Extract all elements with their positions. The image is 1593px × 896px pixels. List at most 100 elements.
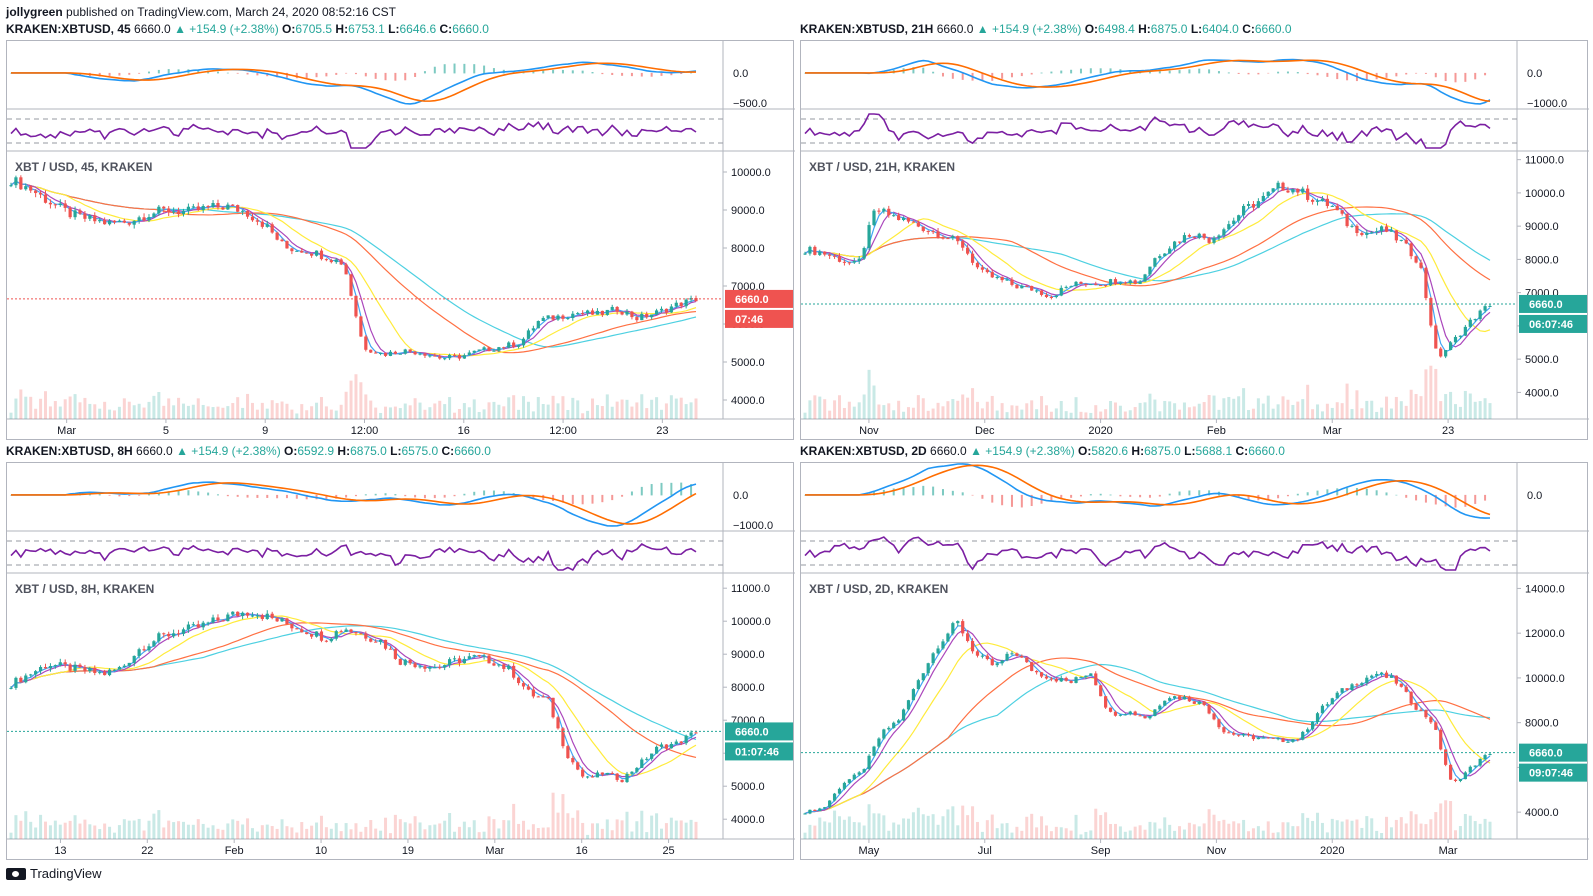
candle (576, 762, 580, 770)
chart-panel-21h[interactable]: 4000.05000.06000.07000.08000.09000.01000… (800, 40, 1589, 441)
volume-bar (1168, 401, 1172, 419)
macd-histogram-bar (414, 72, 417, 77)
chart-svg-2d[interactable]: 4000.06000.08000.010000.012000.014000.06… (801, 463, 1589, 861)
candle (1409, 243, 1413, 257)
volume-bar (260, 825, 264, 839)
volume-bar (971, 806, 975, 839)
volume-bar (324, 406, 328, 419)
candle (403, 659, 407, 665)
time-tick-label: 22 (141, 845, 153, 857)
volume-bar (1227, 396, 1231, 419)
macd-histogram-bar (640, 72, 643, 77)
candle (107, 220, 112, 225)
volume-bar (847, 401, 851, 419)
volume-bar (921, 398, 925, 419)
macd-histogram-bar (246, 494, 249, 498)
candle (78, 664, 82, 668)
volume-bar (14, 398, 18, 419)
volume-bar (117, 825, 121, 839)
volume-bar (586, 834, 590, 839)
high-value: 6875.0 (1150, 22, 1188, 36)
volume-bar (1439, 401, 1443, 419)
chart-panel-2d[interactable]: 4000.06000.08000.010000.012000.014000.06… (800, 462, 1589, 861)
volume-bar (502, 820, 506, 839)
macd-histogram-bar (1148, 71, 1151, 74)
chart-panel-8h[interactable]: 4000.05000.06000.07000.08000.09000.01000… (6, 462, 795, 861)
macd-histogram-bar (951, 72, 954, 79)
candle (191, 206, 195, 208)
volume-bar (14, 815, 18, 839)
last-price-tag-label: 6660.0 (735, 294, 769, 306)
volume-bar (403, 822, 407, 839)
candle (1039, 290, 1044, 295)
volume-bar (1266, 821, 1270, 839)
candle (186, 624, 191, 630)
volume-bar (457, 826, 461, 839)
candle (270, 613, 274, 619)
price-tick-label: 11000.0 (1525, 155, 1564, 167)
macd-histogram-bar (1148, 494, 1151, 498)
volume-bar (887, 830, 891, 839)
candle (43, 194, 48, 203)
volume-bar (1232, 821, 1236, 839)
tradingview-logo[interactable]: TradingView (6, 866, 102, 881)
macd-histogram-bar (1188, 490, 1191, 496)
volume-bar (1271, 832, 1275, 839)
candle (1054, 295, 1058, 298)
ma-purple-line (10, 613, 697, 778)
macd-histogram-bar (1119, 494, 1122, 497)
volume-bar (354, 823, 358, 839)
macd-histogram-bar (1129, 70, 1132, 74)
chart-svg-45[interactable]: 4000.05000.06000.07000.08000.09000.01000… (7, 41, 795, 441)
volume-bar (1099, 411, 1103, 419)
macd-histogram-bar (961, 72, 964, 80)
volume-bar (990, 395, 994, 419)
volume-bar (497, 404, 501, 419)
macd-histogram-bar (1306, 72, 1309, 75)
volume-bar (1113, 402, 1117, 419)
candle (1099, 685, 1103, 697)
candle (48, 202, 53, 205)
volume-bar (1340, 821, 1344, 839)
macd-histogram-bar (932, 71, 935, 74)
candle (837, 788, 842, 794)
candle (640, 759, 644, 768)
candle (48, 665, 53, 669)
candle (38, 667, 43, 672)
chart-panel-45[interactable]: 4000.05000.06000.07000.08000.09000.01000… (6, 40, 795, 441)
candle (447, 354, 452, 359)
candle (211, 617, 215, 623)
candle (892, 722, 896, 728)
macd-tick-label: −1000.0 (733, 520, 773, 532)
candle (630, 771, 634, 774)
candle (324, 640, 328, 642)
macd-histogram-bar (1316, 72, 1319, 76)
time-tick-label: Nov (1207, 845, 1227, 857)
time-tick-label: 25 (662, 845, 674, 857)
time-tick-label: Mar (485, 845, 504, 857)
candle (1025, 285, 1029, 287)
macd-histogram-bar (571, 70, 574, 74)
volume-bar (526, 401, 530, 419)
candle (867, 755, 871, 770)
chart-svg-8h[interactable]: 4000.05000.06000.07000.08000.09000.01000… (7, 463, 795, 861)
volume-bar (457, 409, 461, 419)
volume-bar (285, 826, 289, 839)
macd-histogram-bar (305, 494, 308, 500)
volume-bar (1059, 401, 1063, 419)
volume-bar (462, 821, 466, 839)
author-name[interactable]: jollygreen (6, 5, 63, 19)
volume-bar (1286, 822, 1290, 839)
volume-bar (305, 828, 309, 839)
volume-bar (388, 833, 392, 839)
volume-bar (1163, 817, 1167, 839)
candle (443, 665, 447, 668)
volume-bar (1059, 827, 1063, 839)
volume-bar (1350, 820, 1354, 839)
macd-histogram-bar (1010, 494, 1013, 507)
candle (53, 204, 57, 206)
macd-histogram-bar (147, 494, 150, 496)
chart-svg-21h[interactable]: 4000.05000.06000.07000.08000.09000.01000… (801, 41, 1589, 441)
price-tick-label: 4000.0 (1525, 807, 1559, 819)
macd-histogram-bar (483, 490, 486, 496)
